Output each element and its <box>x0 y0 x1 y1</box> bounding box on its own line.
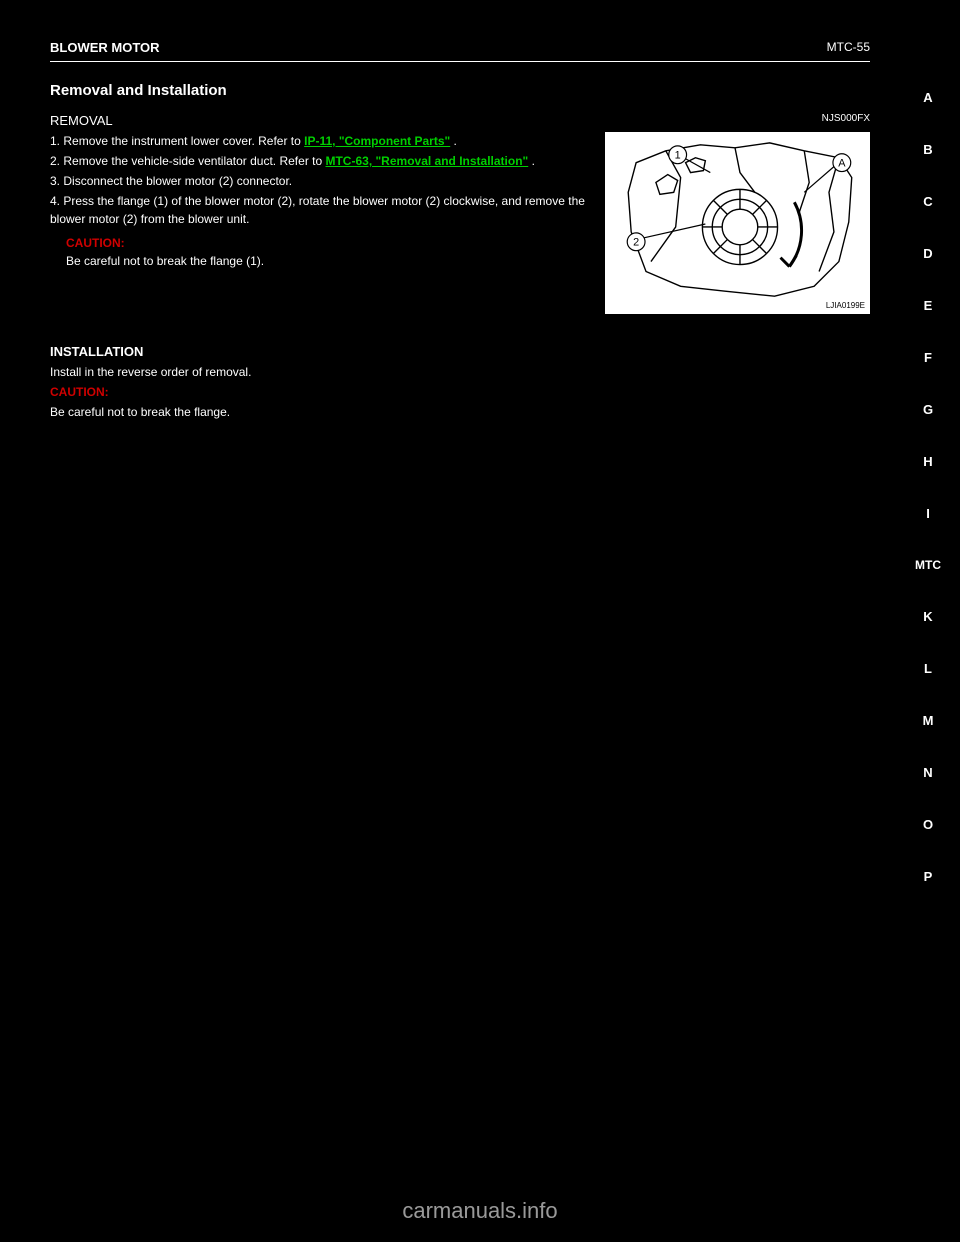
sidebar-item-k[interactable]: K <box>923 609 932 624</box>
link-removal-install[interactable]: MTC-63, "Removal and Installation" <box>325 154 528 168</box>
step-text: Remove the vehicle-side ventilator duct.… <box>63 154 325 168</box>
section-name: BLOWER MOTOR <box>50 40 160 55</box>
step-text: Press the flange (1) of the blower motor… <box>50 194 585 226</box>
step-4: 4. Press the flange (1) of the blower mo… <box>50 192 587 270</box>
sidebar-item-i[interactable]: I <box>926 506 930 521</box>
callout-1: 1 <box>675 150 681 162</box>
page-title: Removal and Installation <box>50 82 870 99</box>
step-text: Remove the instrument lower cover. Refer… <box>63 134 304 148</box>
removal-steps: 1. Remove the instrument lower cover. Re… <box>50 132 587 270</box>
sidebar-item-p[interactable]: P <box>924 869 933 884</box>
header-divider <box>50 61 870 62</box>
page-header: BLOWER MOTOR MTC-55 <box>50 40 870 55</box>
sidebar-item-e[interactable]: E <box>924 298 933 313</box>
section-index-sidebar: A B C D E F G H I MTC K L M N O P <box>910 90 946 884</box>
callout-2: 2 <box>633 237 639 249</box>
sidebar-item-a[interactable]: A <box>923 90 932 105</box>
step-text: Disconnect the blower motor (2) connecto… <box>63 174 292 188</box>
removal-code: NJS000FX <box>822 113 870 128</box>
step-suffix: . <box>450 134 457 148</box>
install-caution-label: CAUTION: <box>50 385 109 399</box>
page-number: MTC-55 <box>827 40 870 55</box>
sidebar-item-g[interactable]: G <box>923 402 933 417</box>
install-line1: Install in the reverse order of removal. <box>50 363 870 381</box>
install-body: Install in the reverse order of removal.… <box>50 363 870 421</box>
sidebar-item-mtc[interactable]: MTC <box>915 558 941 572</box>
step-2: 2. Remove the vehicle-side ventilator du… <box>50 152 587 170</box>
step-1: 1. Remove the instrument lower cover. Re… <box>50 132 587 150</box>
removal-title: REMOVAL <box>50 113 113 128</box>
callout-a: A <box>838 158 846 170</box>
watermark: carmanuals.info <box>0 1198 960 1224</box>
sidebar-item-c[interactable]: C <box>923 194 932 209</box>
blower-motor-diagram: 1 2 A LJIA0199E <box>605 132 870 314</box>
sidebar-item-b[interactable]: B <box>923 142 932 157</box>
step-number: 1. <box>50 134 60 148</box>
caution-label: CAUTION: <box>66 236 125 250</box>
caution-text: Be careful not to break the flange (1). <box>66 254 264 268</box>
link-component-parts[interactable]: IP-11, "Component Parts" <box>304 134 450 148</box>
sidebar-item-o[interactable]: O <box>923 817 933 832</box>
diagram-id: LJIA0199E <box>826 301 865 310</box>
sidebar-item-h[interactable]: H <box>923 454 932 469</box>
install-title: INSTALLATION <box>50 344 870 359</box>
step-3: 3. Disconnect the blower motor (2) conne… <box>50 172 587 190</box>
sidebar-item-d[interactable]: D <box>923 246 932 261</box>
sidebar-item-n[interactable]: N <box>923 765 932 780</box>
removal-heading: REMOVAL NJS000FX <box>50 113 870 128</box>
sidebar-item-m[interactable]: M <box>923 713 934 728</box>
install-caution-text: Be careful not to break the flange. <box>50 403 870 421</box>
sidebar-item-f[interactable]: F <box>924 350 932 365</box>
sidebar-item-l[interactable]: L <box>924 661 932 676</box>
step-number: 4. <box>50 194 60 208</box>
step-number: 2. <box>50 154 60 168</box>
step-suffix: . <box>528 154 535 168</box>
step-number: 3. <box>50 174 60 188</box>
